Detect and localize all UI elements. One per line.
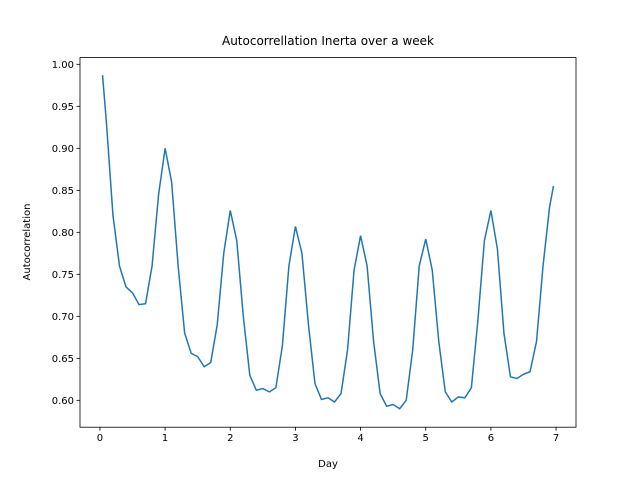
y-tick-label: 0.85 (52, 186, 74, 197)
x-axis-label: Day (318, 459, 338, 470)
chart-title: Autocorrellation Inerta over a week (222, 34, 434, 48)
line (101, 75, 555, 410)
y-tick-label: 0.70 (52, 312, 74, 323)
y-tick-label: 0.80 (52, 228, 74, 239)
plot-frame (79, 57, 577, 428)
y-tick-label: 0.95 (52, 102, 74, 113)
x-tick-label: 0 (97, 433, 103, 444)
y-tick-label: 0.90 (52, 144, 74, 155)
x-tick-label: 3 (292, 433, 298, 444)
x-tick-label: 5 (423, 433, 429, 444)
x-tick-label: 7 (553, 433, 559, 444)
y-tick-label: 0.60 (52, 396, 74, 407)
y-axis-label: Autocorrelation (22, 204, 33, 281)
y-tick-label: 0.75 (52, 270, 74, 281)
x-tick-label: 1 (162, 433, 168, 444)
x-tick-label: 6 (488, 433, 494, 444)
y-tick-label: 0.65 (52, 354, 74, 365)
x-tick-label: 2 (227, 433, 233, 444)
x-tick-label: 4 (357, 433, 363, 444)
y-tick-label: 1.00 (52, 60, 74, 71)
